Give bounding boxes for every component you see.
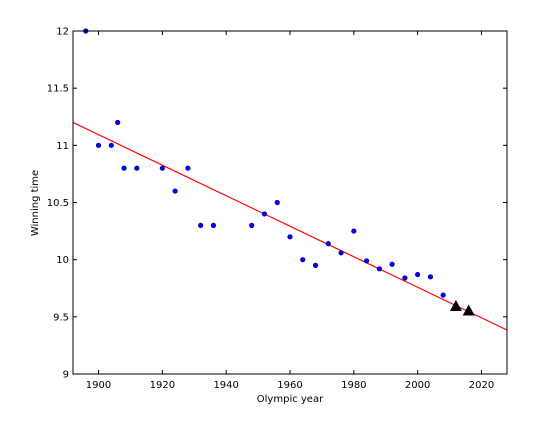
data-point xyxy=(185,165,191,171)
axis-ticks-layer: 1900 1920 1940 1960 1980 2000 2020 9 9.5 10 10.5 11… xyxy=(47,27,507,391)
data-point xyxy=(115,119,121,126)
y-tick-label: 10 xyxy=(56,255,69,266)
y-tick-label: 9.5 xyxy=(53,312,69,323)
data-point xyxy=(108,142,114,148)
fit-line xyxy=(72,121,508,331)
y-axis-label: Winning time xyxy=(30,170,41,236)
data-point xyxy=(198,222,204,228)
data-point xyxy=(325,241,331,247)
x-tick-label: 1920 xyxy=(150,380,175,391)
y-tick-label: 12 xyxy=(56,27,69,38)
data-point xyxy=(376,266,382,272)
x-tick-label: 1960 xyxy=(277,380,302,391)
data-point xyxy=(261,211,268,217)
data-point xyxy=(249,222,255,228)
fit-line-layer xyxy=(72,121,508,331)
data-point xyxy=(300,257,306,263)
data-point xyxy=(159,165,165,171)
data-point xyxy=(287,234,293,240)
x-tick-label: 2000 xyxy=(405,380,430,391)
data-point xyxy=(95,142,102,148)
prediction-triangle xyxy=(449,299,462,311)
x-tick-label: 2020 xyxy=(469,380,494,391)
data-points-layer xyxy=(83,28,475,316)
data-point xyxy=(121,165,127,171)
data-point xyxy=(274,199,280,206)
y-tick-label: 11 xyxy=(56,141,69,152)
data-point xyxy=(402,275,408,281)
data-point xyxy=(363,258,370,264)
data-point xyxy=(351,228,357,234)
y-tick-label: 9 xyxy=(63,370,69,381)
y-tick-label: 11.5 xyxy=(47,84,69,95)
y-tick-label: 10.5 xyxy=(47,198,69,209)
data-point xyxy=(210,222,217,228)
prediction-triangle xyxy=(462,304,475,316)
data-point xyxy=(134,165,140,171)
data-point xyxy=(415,271,421,278)
data-point xyxy=(440,292,446,298)
x-tick-label: 1940 xyxy=(213,380,238,391)
x-tick-label: 1900 xyxy=(86,380,111,391)
x-axis-label: Olympic year xyxy=(257,394,324,405)
data-point xyxy=(172,188,178,194)
plot-background xyxy=(73,31,507,374)
data-point xyxy=(338,250,344,256)
data-point xyxy=(427,274,434,280)
x-tick-label: 1980 xyxy=(341,380,366,391)
data-point xyxy=(389,261,395,267)
data-point xyxy=(312,262,319,268)
